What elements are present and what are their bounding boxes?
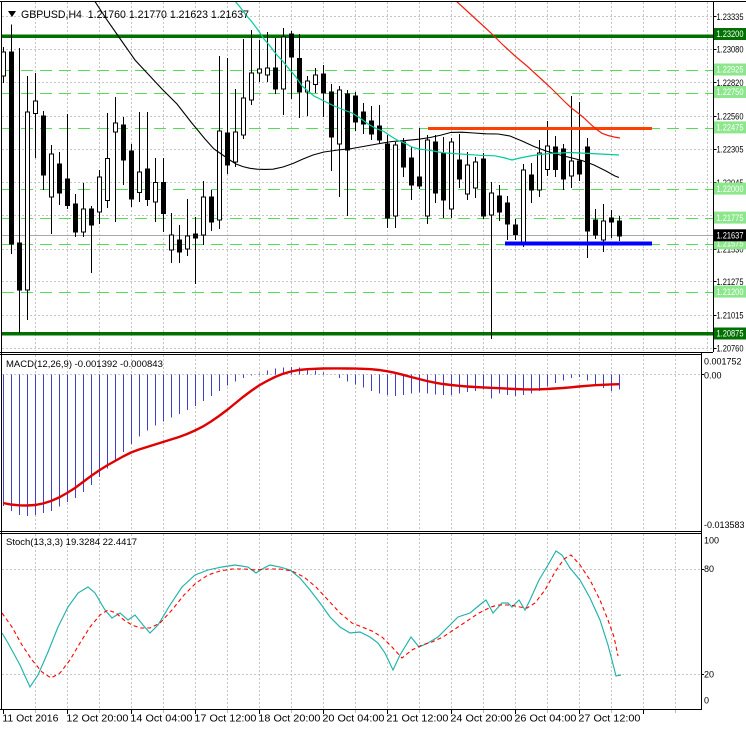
svg-text:1.20760: 1.20760	[717, 344, 744, 354]
svg-text:1.22925: 1.22925	[717, 65, 744, 75]
svg-text:1.21200: 1.21200	[717, 287, 744, 297]
svg-text:1.23080: 1.23080	[717, 45, 744, 55]
svg-text:1.22750: 1.22750	[717, 87, 744, 97]
svg-text:27 Oct 12:00: 27 Oct 12:00	[578, 714, 640, 725]
svg-text:MACD(12,26,9) -0.001392 -0.000: MACD(12,26,9) -0.001392 -0.000843	[6, 359, 163, 370]
svg-text:18 Oct 20:00: 18 Oct 20:00	[258, 714, 320, 725]
svg-text:Stoch(13,3,3) 19.3284 22.4417: Stoch(13,3,3) 19.3284 22.4417	[6, 537, 137, 548]
svg-text:26 Oct 04:00: 26 Oct 04:00	[514, 714, 576, 725]
svg-text:80: 80	[704, 564, 714, 574]
svg-text:1.21015: 1.21015	[717, 311, 744, 321]
svg-text:1.22305: 1.22305	[717, 145, 744, 155]
svg-text:0: 0	[704, 696, 709, 706]
svg-text:24 Oct 20:00: 24 Oct 20:00	[450, 714, 512, 725]
svg-text:1.22475: 1.22475	[717, 123, 744, 133]
svg-text:0.001752: 0.001752	[704, 357, 742, 367]
svg-text:1.21637: 1.21637	[717, 231, 744, 241]
svg-text:1.21275: 1.21275	[717, 277, 744, 287]
svg-text:1.21575: 1.21575	[717, 239, 744, 249]
svg-text:21 Oct 12:00: 21 Oct 12:00	[386, 714, 448, 725]
svg-text:17 Oct 12:00: 17 Oct 12:00	[194, 714, 256, 725]
svg-text:-0.013583: -0.013583	[704, 520, 745, 530]
svg-text:20: 20	[704, 670, 714, 680]
svg-text:14 Oct 04:00: 14 Oct 04:00	[130, 714, 192, 725]
svg-text:1.23200: 1.23200	[717, 29, 744, 39]
svg-text:1.22560: 1.22560	[717, 112, 744, 122]
svg-text:12 Oct 20:00: 12 Oct 20:00	[66, 714, 128, 725]
svg-text:100: 100	[704, 536, 719, 546]
svg-text:GBPUSD,H4 1.21760 1.21770 1.2: GBPUSD,H4 1.21760 1.21770 1.21623 1.2163…	[21, 9, 249, 21]
svg-text:1.21775: 1.21775	[717, 213, 744, 223]
svg-text:0.00: 0.00	[704, 371, 722, 381]
svg-text:20 Oct 04:00: 20 Oct 04:00	[322, 714, 384, 725]
svg-text:1.22820: 1.22820	[717, 78, 744, 88]
svg-text:1.23335: 1.23335	[717, 12, 744, 22]
svg-text:1.22000: 1.22000	[717, 184, 744, 194]
svg-text:11 Oct 2016: 11 Oct 2016	[2, 714, 58, 725]
svg-text:1.20875: 1.20875	[717, 329, 744, 339]
